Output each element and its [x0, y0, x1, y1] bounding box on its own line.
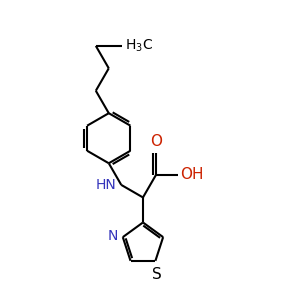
Text: H$_3$C: H$_3$C	[125, 38, 153, 54]
Text: S: S	[152, 267, 162, 282]
Text: N: N	[107, 229, 118, 243]
Text: HN: HN	[95, 178, 116, 192]
Text: OH: OH	[180, 167, 204, 182]
Text: O: O	[150, 134, 162, 149]
